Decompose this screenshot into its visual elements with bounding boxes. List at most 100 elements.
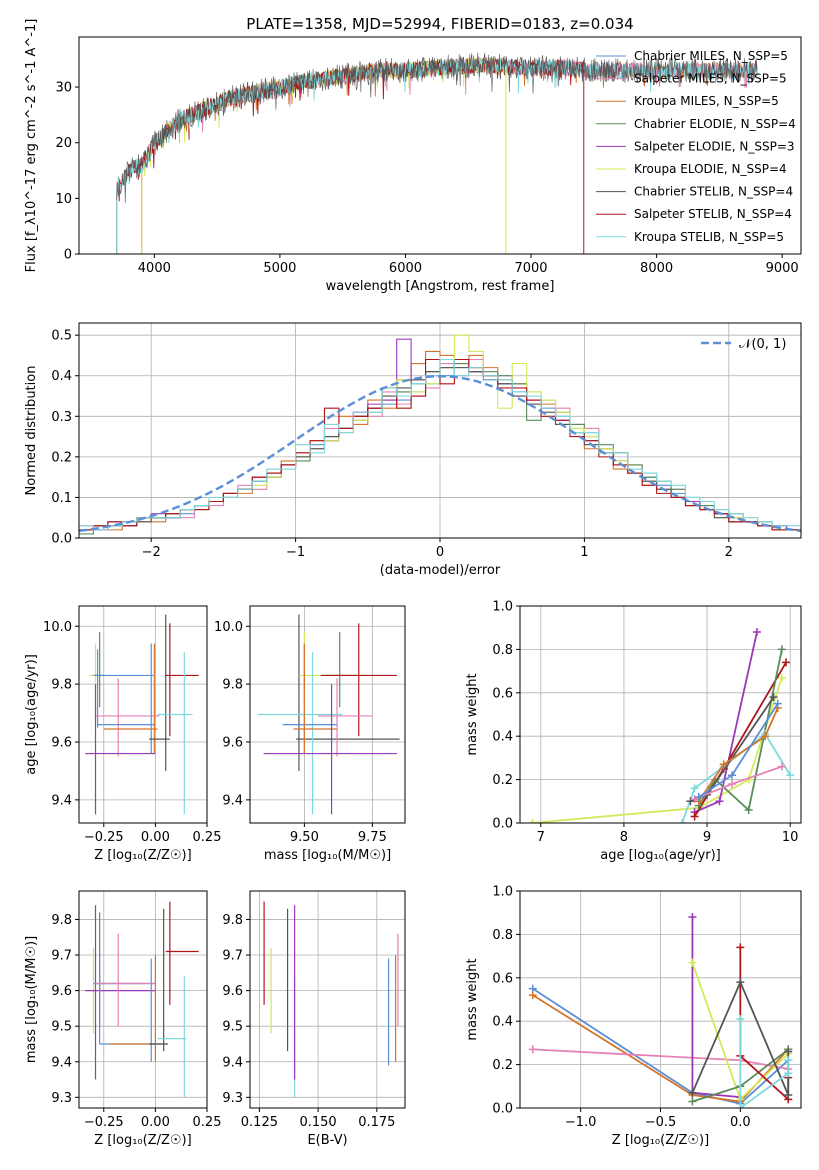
x-axis-label: E(B-V) [307,1133,347,1148]
axes-frame [519,605,802,824]
x-tick-label: 1 [580,545,588,560]
y-tick-label: 0.4 [492,730,513,745]
x-tick-label: 5000 [263,261,296,276]
legend-label: Kroupa MILES, N_SSP=5 [634,94,779,108]
x-tick-label: 8 [620,830,628,845]
weight-line [694,765,783,800]
y-tick-label: 1.0 [492,885,513,900]
y-tick-label: 9.6 [222,735,243,750]
y-tick-label: 0.2 [492,773,513,788]
y-axis-label: Flux [f_λ10^-17 erg cm^-2 s^-1 A^-1] [24,19,39,273]
x-axis-label: (data-model)/error [380,563,501,578]
legend-label: Kroupa ELODIE, N_SSP=4 [634,162,787,176]
legend-label: 𝒩(0, 1) [739,337,786,352]
axes-frame [78,36,802,255]
weight-point [736,1104,745,1108]
x-tick-label: 0.175 [358,1115,395,1130]
weight-point [690,812,699,821]
weight-point [752,628,761,637]
y-tick-label: 9.6 [222,984,243,999]
weight-point [736,1015,745,1024]
y-tick-label: 10.0 [214,620,243,635]
weight-line [739,1019,790,1108]
weight-point [777,645,786,654]
x-tick-label: 0.0 [730,1115,751,1130]
y-tick-label: 10.0 [43,620,72,635]
chart-mass-vs-z: −0.25 0.00 0.25 9.3 9.4 9.5 9.6 9.7 9.8 Z [log₁₀(… [24,890,222,1148]
x-tick-label: 2 [725,545,733,560]
chart-mass-weight-vs-age: 7 8 9 10 0.0 0.2 0.4 0.6 0.8 1.0 age [log₁₀(age/yr… [465,600,802,863]
y-tick-label: 0.8 [492,643,513,658]
y-tick-label: 0.1 [51,491,72,506]
y-tick-label: 0.4 [492,1015,513,1030]
x-tick-label: 9 [703,830,711,845]
weight-point [727,779,736,788]
x-tick-label: −0.5 [645,1115,677,1130]
chart-mass-vs-ebv: 0.125 0.150 0.175 9.3 9.4 9.5 9.6 9.7 9.8 E(B-V) [222,890,406,1148]
x-tick-label: 9.75 [358,830,387,845]
weight-point [782,658,791,667]
weight-point [688,958,697,967]
x-axis-label: mass [log₁₀(M/M☉)] [264,848,391,863]
weight-point [784,1090,793,1099]
weight-point [786,771,795,780]
weight-line [697,707,779,802]
weight-point [784,1069,793,1078]
x-axis-label: Z [log₁₀(Z/Z☉)] [94,848,191,863]
weight-point [736,943,745,952]
chart-spectrum: 4000 5000 6000 7000 8000 9000 0 10 20 30 wavelengt… [24,19,802,294]
weight-point [784,1047,793,1056]
x-tick-label: −1 [286,545,305,560]
chart-residuals: −2 −1 0 1 2 0.0 0.1 0.2 0.3 0.4 0.5 (data-model)/er… [24,322,802,578]
y-tick-label: 0.8 [492,928,513,943]
x-tick-label: 6000 [389,261,422,276]
x-axis-label: wavelength [Angstrom, rest frame] [326,279,555,294]
legend-label: Salpeter MILES, N_SSP=5 [634,72,787,86]
grid-lines [250,891,405,1108]
axes-frame [249,890,406,1109]
plot-area [85,901,199,1098]
x-tick-label: 10 [782,830,799,845]
y-tick-label: 0.4 [51,369,72,384]
x-axis-label: age [log₁₀(age/yr)] [600,848,721,863]
plot-area [528,913,793,1108]
y-tick-label: 1.0 [492,600,513,615]
weight-line [691,917,741,1099]
weight-point [761,732,770,741]
y-axis-label: Normed distribution [24,366,39,496]
y-tick-label: 9.4 [222,793,243,808]
y-tick-label: 9.7 [222,949,243,964]
spectrum-data-line [116,52,758,204]
grid-lines [520,605,801,824]
x-tick-label: 0.25 [193,1115,222,1130]
y-tick-label: 9.6 [51,984,72,999]
x-tick-label: −0.25 [84,830,124,845]
weight-point [688,1097,697,1106]
y-tick-label: 9.5 [222,1020,243,1035]
y-tick-label: 20 [55,136,72,151]
axes-frame [78,890,208,1109]
weight-point [773,699,782,708]
plot-area [116,52,758,254]
weight-point [690,795,699,804]
weight-point [715,797,724,806]
weight-point [777,762,786,771]
y-tick-label: 9.5 [51,1020,72,1035]
plot-area [258,614,400,815]
y-tick-label: 9.3 [222,1091,243,1106]
weight-point [690,784,699,793]
weight-point [528,991,537,1000]
x-tick-label: 0 [436,545,444,560]
y-tick-label: 30 [55,81,72,96]
x-tick-label: 0.25 [193,830,222,845]
weight-point [727,771,736,780]
chart-age-vs-z: −0.25 0.00 0.25 9.4 9.6 9.8 10.0 Z [log₁₀(Z/Z☉)… [24,605,222,863]
y-tick-label: 10 [55,192,72,207]
x-tick-label: −0.25 [84,1115,124,1130]
y-tick-label: 0.6 [492,686,513,701]
legend-label: Chabrier STELIB, N_SSP=4 [634,185,793,199]
y-tick-label: 9.8 [51,913,72,928]
axes-frame [78,605,208,824]
y-axis-label: mass weight [465,673,480,755]
